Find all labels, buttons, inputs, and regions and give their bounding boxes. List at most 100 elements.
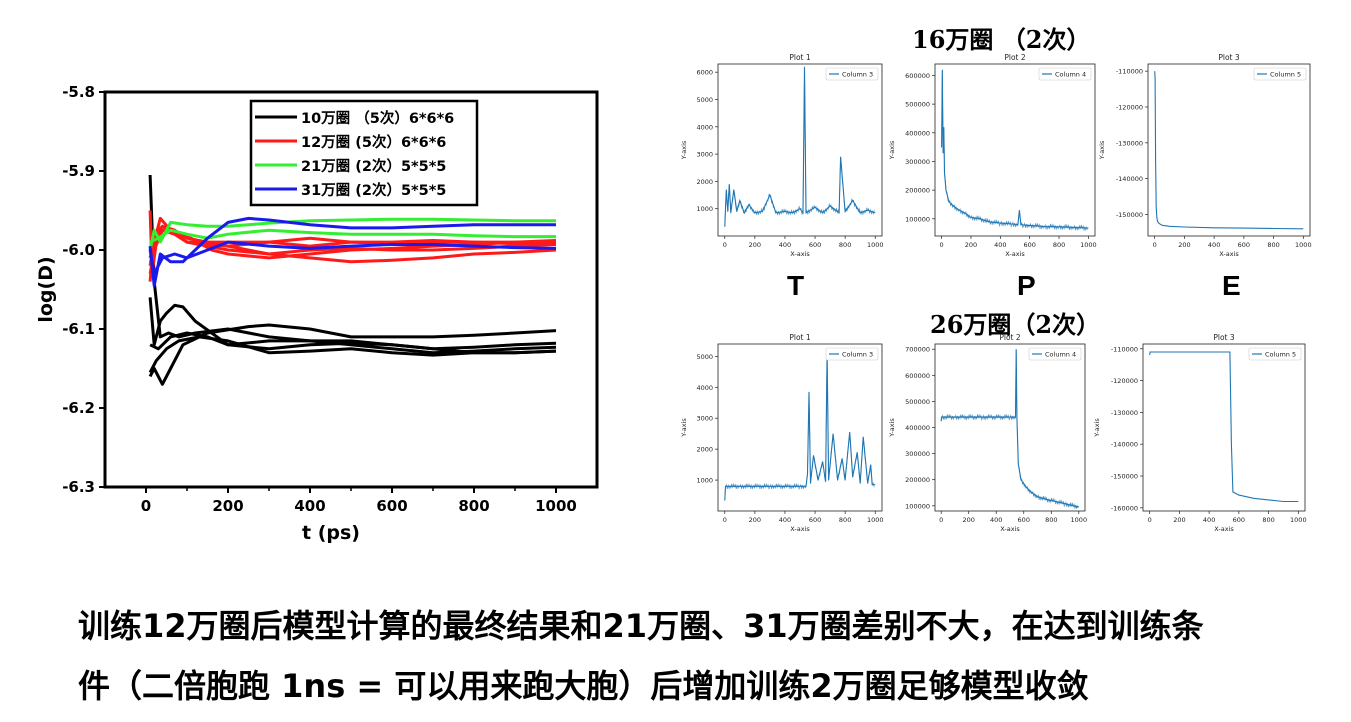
mini-noise-line <box>941 70 1088 232</box>
x-tick-label: 800 <box>458 497 489 515</box>
mini-title: Plot 1 <box>789 53 811 62</box>
y-axis-label: log(D) <box>35 256 57 322</box>
y-tick-label: -6.2 <box>62 399 95 417</box>
mini-x-label: X-axis <box>1214 525 1234 533</box>
mini-y-tick-label: 5000 <box>696 353 713 361</box>
mini-y-tick-label: 600000 <box>905 72 930 80</box>
mini-frame <box>717 343 883 512</box>
label-energy: E <box>1222 270 1241 301</box>
heading-top: 16万圈 （2次） <box>912 25 1091 54</box>
mini-y-tick-label: -150000 <box>1111 473 1138 481</box>
mini-chart-e16: Plot 3 0 200 400 600 800 1000 -110000 -120000 -13… <box>1098 53 1312 258</box>
mini-legend-box <box>825 67 879 81</box>
mini-legend-box <box>1248 347 1302 361</box>
mini-x-tick-label: 0 <box>723 516 727 524</box>
mini-chart-e26: Plot 3 0 200 400 600 800 1000 -110000 -120000 -13… <box>1093 333 1307 533</box>
mini-y-tick-label: 3000 <box>696 151 713 159</box>
y-tick-label: -6.0 <box>62 241 95 259</box>
x-tick-label: 600 <box>376 497 407 515</box>
mini-y-tick-label: -160000 <box>1111 504 1138 512</box>
mini-x-tick-label: 800 <box>1262 516 1274 524</box>
mini-legend-label: Column 3 <box>842 351 873 359</box>
mini-y-tick-label: -120000 <box>1116 104 1143 112</box>
mini-x-label: X-axis <box>1000 525 1020 533</box>
mini-legend-box <box>825 347 879 361</box>
mini-x-tick-label: 600 <box>1238 241 1250 249</box>
mini-y-tick-label: -120000 <box>1111 377 1138 385</box>
mini-x-label: X-axis <box>790 525 810 533</box>
x-tick-label: 0 <box>141 497 151 515</box>
mini-x-tick-label: 800 <box>839 516 851 524</box>
mini-frame <box>934 343 1086 512</box>
mini-y-tick-label: 2000 <box>696 178 713 186</box>
mini-y-tick-label: 200000 <box>905 476 930 484</box>
mini-y-tick-label: 100000 <box>905 215 930 223</box>
mini-x-tick-label: 1000 <box>867 516 884 524</box>
caption-line-2: 件（二倍胞跑 1ns = 可以用来跑大胞）后增加训练2万圈足够模型收敛 <box>78 667 1089 705</box>
heading-bottom: 26万圈（2次） <box>930 310 1101 339</box>
mini-legend-label: Column 5 <box>1270 71 1301 79</box>
mini-x-tick-label: 400 <box>990 516 1002 524</box>
series-line-0-2 <box>148 323 557 386</box>
mini-y-label: Y-axis <box>680 140 688 160</box>
mini-x-tick-label: 0 <box>723 241 727 249</box>
mini-frame <box>1147 63 1311 237</box>
mini-x-tick-label: 200 <box>965 241 977 249</box>
mini-chart-p16: Plot 2 0 200 400 600 800 1000 100000 200000 30000… <box>888 53 1097 258</box>
x-tick-label: 200 <box>212 497 243 515</box>
mini-y-label: Y-axis <box>1098 140 1106 160</box>
y-tick-label: -5.9 <box>62 162 95 180</box>
mini-y-tick-label: -130000 <box>1116 139 1143 147</box>
mini-y-label: Y-axis <box>888 140 896 160</box>
mini-frame <box>717 63 883 237</box>
mini-y-tick-label: 300000 <box>905 450 930 458</box>
mini-y-tick-label: 6000 <box>696 69 713 77</box>
series-line-3-1 <box>148 240 557 276</box>
mini-x-tick-label: 200 <box>749 516 761 524</box>
mini-y-tick-label: 700000 <box>905 346 930 354</box>
mini-x-label: X-axis <box>790 250 810 258</box>
series-line-0-3 <box>149 331 557 351</box>
mini-series-line <box>1149 351 1299 503</box>
mini-y-label: Y-axis <box>888 418 896 438</box>
caption-line-1: 训练12万圈后模型计算的最终结果和21万圈、31万圈差别不大，在达到训练条 <box>78 607 1204 645</box>
mini-y-tick-label: 500000 <box>905 398 930 406</box>
mini-x-tick-label: 600 <box>809 241 821 249</box>
mini-legend-box <box>1038 67 1092 81</box>
mini-y-tick-label: 100000 <box>905 502 930 510</box>
mini-series-line <box>1154 71 1304 230</box>
legend-label-0: 10万圈 （5次）6*6*6 <box>301 109 454 127</box>
mini-x-tick-label: 1000 <box>867 241 884 249</box>
y-tick-label: -6.3 <box>62 478 95 496</box>
mini-x-tick-label: 600 <box>1018 516 1030 524</box>
mini-y-tick-label: -110000 <box>1111 345 1138 353</box>
mini-x-tick-label: 400 <box>779 516 791 524</box>
label-pressure: P <box>1017 270 1036 301</box>
mini-legend-label: Column 3 <box>842 71 873 79</box>
main-chart: 0 200 400 600 800 1000 -5.8 -5.9 -6.0 -6.1 -6.2 -6.… <box>35 83 599 544</box>
x-axis-label: t (ps) <box>302 522 360 544</box>
mini-legend-box <box>1253 67 1307 81</box>
mini-x-tick-label: 0 <box>1153 241 1157 249</box>
mini-y-tick-label: -140000 <box>1116 175 1143 183</box>
series-line-3-0 <box>148 216 556 288</box>
mini-x-tick-label: 800 <box>1267 241 1279 249</box>
mini-x-tick-label: 600 <box>809 516 821 524</box>
mini-y-tick-label: 3000 <box>696 415 713 423</box>
mini-title: Plot 3 <box>1218 53 1240 62</box>
mini-title: Plot 1 <box>789 333 811 342</box>
mini-chart-p26: Plot 2 0 200 400 600 800 1000 100000 200000 30000… <box>888 333 1087 533</box>
mini-y-tick-label: 1000 <box>696 205 713 213</box>
mini-noise-line <box>724 352 875 501</box>
mini-legend-label: Column 4 <box>1045 351 1076 359</box>
mini-chart-t26: Plot 1 0 200 400 600 800 1000 1000 2000 3000 4000 5… <box>680 333 884 533</box>
mini-x-label: X-axis <box>1005 250 1025 258</box>
series-line-2-1 <box>149 228 556 244</box>
mini-x-tick-label: 800 <box>839 241 851 249</box>
mini-x-tick-label: 0 <box>940 241 944 249</box>
legend-label-1: 12万圈 (5次）6*6*6 <box>301 133 446 151</box>
mini-x-tick-label: 400 <box>994 241 1006 249</box>
legend-label-3: 31万圈 (2次）5*5*5 <box>301 181 446 199</box>
x-tick-label: 400 <box>294 497 325 515</box>
